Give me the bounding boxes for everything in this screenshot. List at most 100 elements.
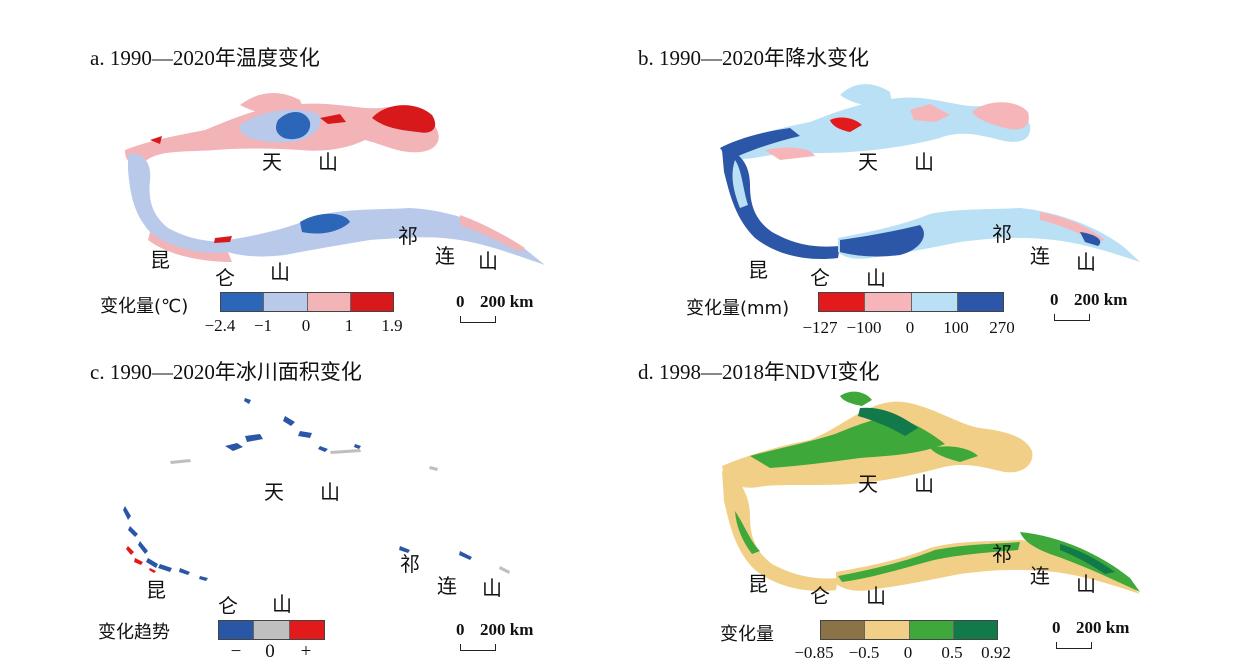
label-tianshan-1: 天 [262,150,282,174]
label-qilian-1: 祁 [398,224,418,248]
legend-tick: −2.4 [204,316,236,335]
label-kunlun-1: 昆 [748,572,768,596]
legend-title: 变化量(mm) [686,298,790,319]
legend-tick: 0 [903,643,913,662]
label-kunlun-1: 昆 [146,578,166,602]
legend-swatch [910,293,957,311]
legend-tick: 0.5 [941,643,963,662]
map-regions [720,84,1140,262]
legend-swatch [908,621,953,639]
legend-tick: 100 [943,318,969,337]
map-regions [722,391,1140,594]
legend-swatch [253,621,289,639]
glacier-change-map [123,398,510,581]
legend-tick: 0 [905,318,915,337]
scale-distance: 200 km [480,620,534,639]
label-qilian-3: 山 [478,249,498,273]
legend-tick: 1 [344,316,354,335]
scale-bar-line [460,316,496,323]
label-qilian-2: 连 [435,244,455,268]
legend-title: 变化量 [720,624,774,645]
label-kunlun-1: 昆 [150,248,170,272]
label-kunlun-3: 山 [272,592,292,616]
label-kunlun-1: 昆 [748,258,768,282]
legend-swatch [221,293,264,311]
label-qilian-2: 连 [437,574,457,598]
legend-swatch [864,293,911,311]
panel-d-ndvi: d. 1998—2018年NDVI变化 天 山 昆 仑 山 祁 连 山 变化量 … [600,336,1218,671]
label-qilian-3: 山 [482,576,502,600]
glacier-patches-stable [170,449,510,574]
panel-a-temperature: a. 1990—2020年温度变化 天 山 昆 仑 山 祁 连 山 变化量(℃) [0,0,618,335]
legend-tick: 1.9 [381,316,403,335]
scale-bar-line [460,644,496,651]
panel-c-glacier: c. 1990—2020年冰川面积变化 [0,336,618,671]
panel-title: a. 1990—2020年温度变化 [90,46,320,70]
legend-swatch [288,621,324,639]
scale-zero: 0 [1050,290,1059,309]
legend-tick: −127 [802,318,838,337]
legend-tick: − [230,641,242,662]
legend-tick: 0 [265,641,275,662]
glacier-patches [123,398,472,581]
label-tianshan-1: 天 [264,480,284,504]
precipitation-change-map [720,84,1140,262]
label-tianshan-2: 山 [320,480,340,504]
label-tianshan-2: 山 [914,472,934,496]
ndvi-change-map [722,391,1140,594]
label-qilian-1: 祁 [992,222,1012,246]
legend-tick: −0.5 [848,643,880,662]
panel-title: c. 1990—2020年冰川面积变化 [90,360,362,384]
label-kunlun-3: 山 [866,584,886,608]
legend-swatch [952,621,997,639]
scale-bar-line [1056,642,1092,649]
panel-title: d. 1998—2018年NDVI变化 [638,360,880,384]
label-kunlun-3: 山 [866,266,886,290]
legend-tick: 0 [301,316,311,335]
legend-swatch [819,293,865,311]
scale-bar-line [1054,314,1090,321]
glacier-patches-gain [126,546,156,573]
legend-swatch [864,621,909,639]
label-tianshan-1: 天 [858,150,878,174]
label-kunlun-3: 山 [270,260,290,284]
legend-colorbar [818,292,1004,312]
legend-colorbar [218,620,325,640]
label-qilian-3: 山 [1076,250,1096,274]
legend-swatch [349,293,393,311]
label-kunlun-2: 仑 [218,594,238,618]
legend-tick: −100 [846,318,882,337]
label-kunlun-2: 仑 [810,584,830,608]
legend-colorbar [220,292,394,312]
label-tianshan-2: 山 [318,150,338,174]
label-kunlun-2: 仑 [810,266,830,290]
legend-title: 变化趋势 [98,622,170,643]
scale-distance: 200 km [1076,618,1130,637]
legend-colorbar [820,620,998,640]
legend-swatch [306,293,350,311]
legend-tick: 270 [989,318,1015,337]
scale-zero: 0 [456,292,465,311]
panel-title: b. 1990—2020年降水变化 [638,46,869,70]
scale-zero: 0 [1052,618,1061,637]
scale-distance: 200 km [1074,290,1128,309]
legend-swatch [956,293,1003,311]
scale-zero: 0 [456,620,465,639]
label-qilian-1: 祁 [400,552,420,576]
legend-tick: 0.92 [981,643,1011,662]
legend-tick: −0.85 [794,643,834,662]
map-regions [125,93,545,265]
legend-swatch [263,293,307,311]
panel-b-precipitation: b. 1990—2020年降水变化 天 山 昆 仑 山 祁 连 山 变化量(mm… [600,0,1218,337]
scale-distance: 200 km [480,292,534,311]
legend-swatch [219,621,254,639]
legend-title: 变化量(℃) [100,296,189,317]
label-qilian-2: 连 [1030,564,1050,588]
label-kunlun-2: 仑 [215,266,235,290]
legend-tick: + [300,641,312,662]
label-qilian-1: 祁 [992,542,1012,566]
legend-tick: −1 [253,316,273,335]
label-tianshan-1: 天 [858,472,878,496]
legend-swatch [821,621,865,639]
label-qilian-2: 连 [1030,244,1050,268]
